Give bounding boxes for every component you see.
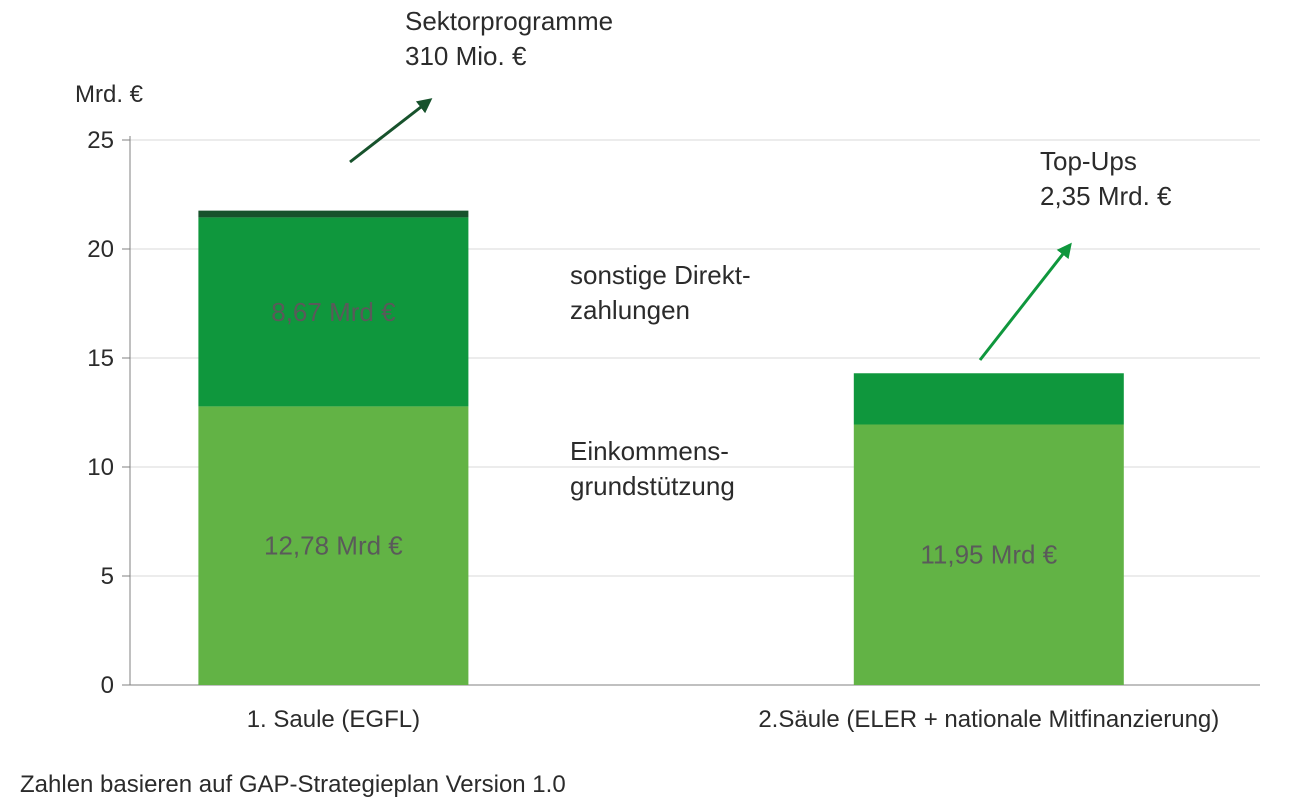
y-tick-label: 20 [87, 236, 114, 263]
y-tick-label: 15 [87, 345, 114, 372]
bar-segment-s2-top [854, 373, 1124, 424]
annotation-einkommen-line1: grundstützung [570, 471, 735, 501]
callout-text-sektorprogramme-line1: 310 Mio. € [405, 41, 527, 71]
y-tick-label: 5 [101, 563, 114, 590]
chart-container: 0 5 10 15 20 25 Mrd. € 12,78 Mrd € 8,67 Mrd € 1. … [0, 0, 1308, 803]
x-label-saeule2: 2.Säule (ELER + nationale Mitfinanzierun… [758, 706, 1219, 733]
stacked-bar-chart: 0 5 10 15 20 25 Mrd. € 12,78 Mrd € 8,67 Mrd € 1. … [0, 0, 1308, 803]
footnote: Zahlen basieren auf GAP-Strategieplan Ve… [20, 771, 566, 798]
annotation-sonstige-line1: zahlungen [570, 295, 690, 325]
callout-text-topups-line0: Top-Ups [1040, 146, 1137, 176]
y-tick-label: 10 [87, 454, 114, 481]
annotation-sonstige-line0: sonstige Direkt- [570, 260, 751, 290]
annotation-einkommen-line0: Einkommens- [570, 436, 729, 466]
bar-segment-s1-top [198, 211, 468, 218]
y-tick-label: 25 [87, 127, 114, 154]
y-axis-title: Mrd. € [75, 81, 144, 108]
callout-text-topups-line1: 2,35 Mrd. € [1040, 181, 1172, 211]
bar-value-label-s1-mid: 8,67 Mrd € [271, 297, 396, 327]
bar-value-label-s2-base: 11,95 Mrd € [920, 540, 1057, 570]
y-tick-label: 0 [101, 672, 114, 699]
bar-value-label-s1-base: 12,78 Mrd € [264, 531, 403, 561]
callout-text-sektorprogramme-line0: Sektorprogramme [405, 6, 613, 36]
x-label-saeule1: 1. Saule (EGFL) [247, 706, 420, 733]
